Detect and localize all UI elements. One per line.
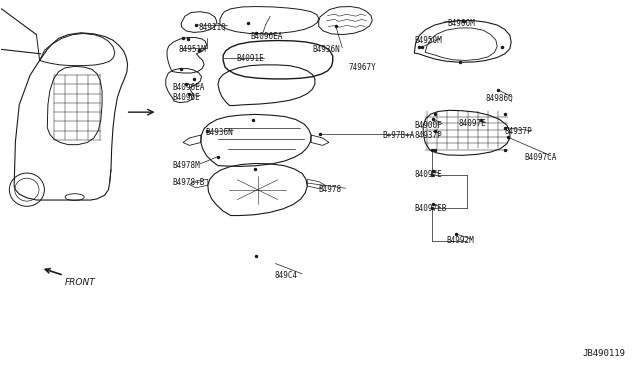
- Text: B4936N: B4936N: [312, 45, 340, 54]
- Text: B4978+B: B4978+B: [172, 178, 205, 187]
- Text: 84911Q: 84911Q: [199, 23, 227, 32]
- Text: B4097EB: B4097EB: [414, 203, 447, 213]
- Text: B4936N: B4936N: [205, 128, 233, 137]
- Text: JB490119: JB490119: [583, 349, 626, 358]
- Text: 849C4: 849C4: [274, 271, 297, 280]
- Text: B4992M: B4992M: [446, 236, 474, 245]
- Text: B4091E: B4091E: [236, 54, 264, 63]
- Text: 84937P: 84937P: [414, 131, 442, 140]
- Text: B+97B+A: B+97B+A: [383, 131, 415, 140]
- Text: B4900M: B4900M: [447, 19, 475, 28]
- Text: FRONT: FRONT: [65, 278, 96, 286]
- Text: 84951M: 84951M: [179, 45, 206, 54]
- Text: 84986Q: 84986Q: [486, 94, 513, 103]
- Text: 84097E: 84097E: [459, 119, 486, 128]
- Text: B4097CA: B4097CA: [524, 153, 556, 162]
- Text: B4096EA: B4096EA: [250, 32, 282, 41]
- Text: B4978: B4978: [319, 185, 342, 194]
- Text: 74967Y: 74967Y: [349, 63, 376, 72]
- Text: B4978M: B4978M: [172, 161, 200, 170]
- Text: B4096EA: B4096EA: [172, 83, 205, 92]
- Text: 84097E: 84097E: [414, 170, 442, 179]
- Text: B4096E: B4096E: [172, 93, 200, 102]
- Text: B4950M: B4950M: [414, 36, 442, 45]
- Text: 84937P: 84937P: [505, 127, 532, 136]
- Text: B4900F: B4900F: [414, 121, 442, 129]
